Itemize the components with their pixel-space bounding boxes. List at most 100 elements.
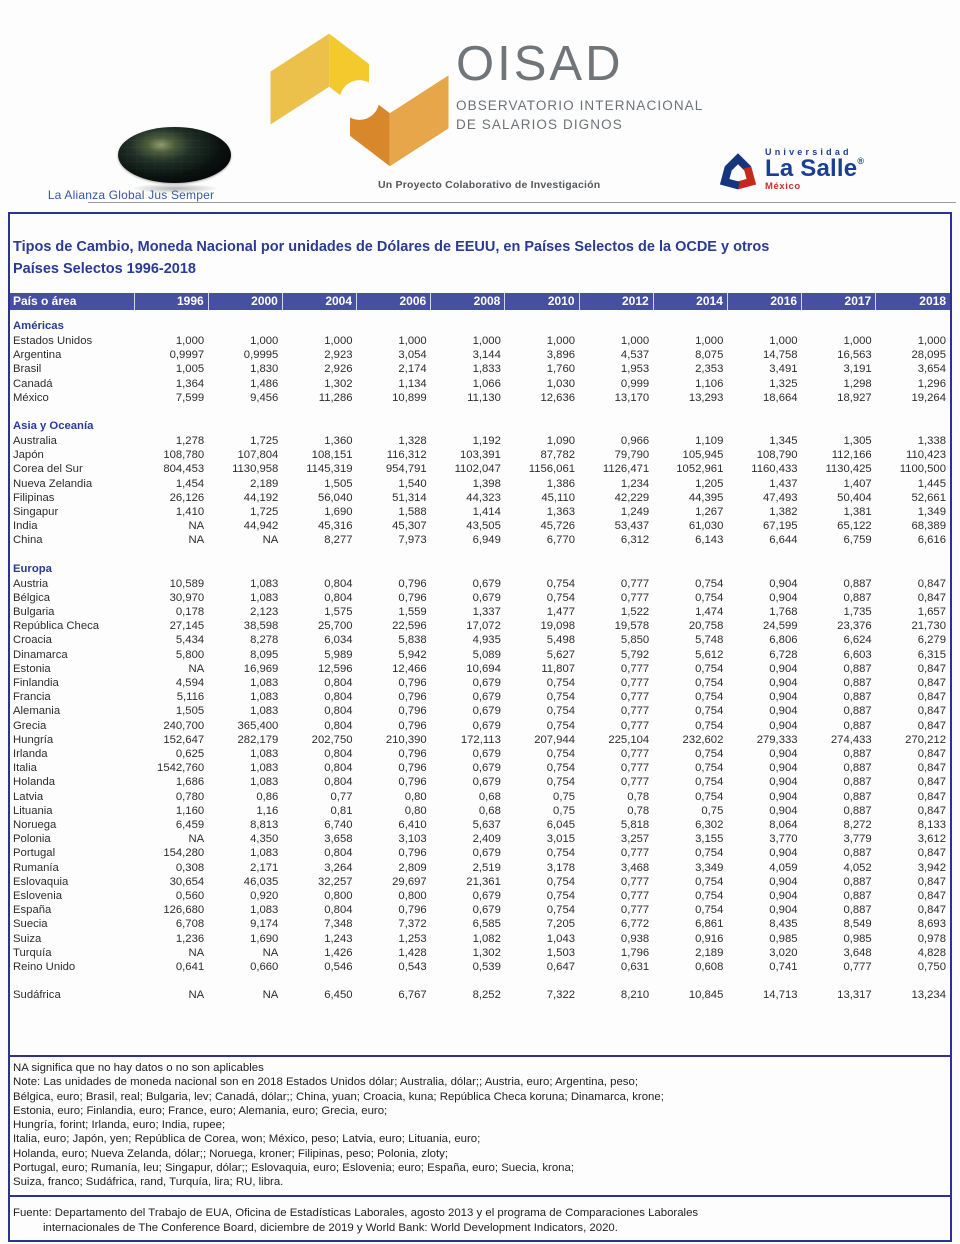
value-cell: 6,045: [546, 819, 576, 832]
value-cell: 0,887: [843, 577, 872, 590]
table-row: Nueva Zelandia 1,454 2,189 1,505 1,540 1,398 1…: [10, 477, 950, 491]
table-row: Holanda 1,686 1,083 0,804 0,796 0,679 0,754 0,7…: [10, 775, 950, 789]
value-cell: 0,887: [843, 847, 872, 860]
value-cell: 3,658: [324, 833, 353, 846]
value-cell: NA: [188, 662, 205, 675]
value-cell: 0,754: [546, 677, 576, 689]
spacer-row: [10, 974, 950, 988]
country-cell: Estonia: [13, 662, 51, 675]
value-cell: 6,315: [917, 648, 946, 661]
note-line: Estonia, euro; Finlandia, euro; France, …: [13, 1104, 388, 1117]
table-row: Rumanía 0,308 2,171 3,264 2,809 2,519 3,178 3,4…: [10, 861, 950, 875]
value-cell: 202,750: [311, 733, 353, 746]
value-cell: 44,395: [688, 491, 724, 504]
value-cell: 0,796: [398, 691, 427, 704]
value-cell: NA: [188, 534, 205, 547]
table-row: Grecia 240,700 365,400 0,804 0,796 0,679 0,754…: [10, 719, 950, 733]
value-cell: 1,410: [175, 505, 205, 518]
value-cell: 3,257: [620, 833, 650, 846]
value-cell: 30,970: [169, 591, 205, 604]
value-cell: 0,887: [843, 904, 872, 917]
value-cell: 8,095: [250, 648, 279, 661]
value-cell: 5,989: [324, 648, 353, 661]
value-cell: 0,804: [324, 705, 353, 718]
value-cell: 44,323: [466, 491, 501, 504]
col-header-year: 2012: [579, 292, 654, 310]
value-cell: 1,522: [620, 605, 650, 618]
oisad-wordmark: OISAD OBSERVATORIO INTERNACIONAL DE SALA…: [456, 40, 703, 133]
value-cell: 0,777: [620, 875, 650, 888]
value-cell: 10,589: [169, 577, 205, 590]
value-cell: 0,546: [324, 961, 353, 974]
value-cell: 1,253: [398, 932, 427, 945]
value-cell: 56,040: [317, 491, 353, 504]
table-row: Reino Unido 0,641 0,660 0,546 0,543 0,539 0,64…: [10, 960, 950, 974]
country-cell: Austria: [13, 577, 49, 590]
value-cell: 1052,961: [676, 463, 724, 476]
value-cell: 0,80: [404, 804, 427, 817]
value-cell: 0,679: [472, 691, 501, 704]
spacer-row: [10, 548, 950, 562]
value-cell: 47,493: [762, 491, 798, 504]
table-header-row: País o área 1996 2000 2004 2006 2008 2010 2012 2…: [10, 292, 950, 310]
col-header-year: 2016: [727, 292, 803, 310]
value-cell: 0,796: [398, 577, 427, 590]
value-cell: 1,338: [917, 434, 946, 447]
value-cell: 13,317: [837, 989, 872, 1002]
table-row: Irlanda 0,625 1,083 0,804 0,796 0,679 0,754 0,7…: [10, 747, 950, 761]
country-cell: Lituania: [13, 804, 53, 817]
value-cell: 1,690: [324, 505, 353, 518]
value-cell: 5,498: [546, 634, 576, 647]
value-cell: 1,236: [175, 932, 205, 945]
value-cell: 282,179: [237, 733, 279, 746]
value-cell: 1,382: [769, 505, 798, 518]
value-cell: 0,777: [620, 847, 650, 860]
country-cell: Croacia: [13, 634, 52, 647]
value-cell: 8,075: [695, 349, 724, 362]
value-cell: 954,791: [385, 463, 427, 476]
section-header-row: Europa: [10, 562, 950, 577]
value-cell: 207,944: [534, 733, 576, 746]
value-cell: 43,505: [466, 520, 501, 533]
value-cell: 1,267: [695, 505, 724, 518]
value-cell: 1,735: [843, 605, 872, 618]
value-cell: 225,104: [608, 733, 650, 746]
value-cell: 0,679: [472, 776, 501, 789]
value-cell: 5,748: [695, 634, 724, 647]
section-header-row: Américas: [10, 319, 950, 334]
value-cell: 9,456: [250, 391, 279, 404]
value-cell: 1,381: [843, 505, 872, 518]
value-cell: 5,116: [176, 691, 205, 704]
value-cell: 10,899: [392, 391, 427, 404]
value-cell: 1,066: [472, 377, 501, 390]
country-cell: Finlandia: [13, 677, 59, 689]
value-cell: 1,349: [917, 505, 946, 518]
value-cell: 0,904: [769, 847, 798, 860]
value-cell: 7,599: [175, 391, 205, 404]
value-cell: 1,302: [324, 377, 353, 390]
globe-shadow: [133, 184, 217, 193]
value-cell: 210,390: [385, 733, 427, 746]
value-cell: 0,887: [843, 705, 872, 718]
spacer-cell: [10, 548, 950, 562]
value-cell: 8,278: [250, 634, 279, 647]
value-cell: 6,624: [843, 634, 872, 647]
value-cell: 7,372: [398, 918, 427, 931]
value-cell: 2,189: [695, 946, 724, 959]
value-cell: 6,759: [843, 534, 872, 547]
value-cell: 13,234: [911, 989, 946, 1002]
value-cell: 6,740: [324, 819, 353, 832]
value-cell: 2,519: [472, 861, 501, 874]
value-cell: 0,608: [695, 961, 724, 974]
value-cell: 0,754: [546, 577, 576, 590]
country-cell: Polonia: [13, 833, 51, 846]
value-cell: 25,700: [317, 620, 353, 633]
value-cell: 0,754: [546, 904, 576, 917]
value-cell: 0,804: [324, 577, 353, 590]
table-row: Croacia 5,434 8,278 6,034 5,838 4,935 5,498 5,8…: [10, 633, 950, 647]
value-cell: 1,16: [256, 804, 279, 817]
table-row: Argentina 0,9997 0,9995 2,923 3,054 3,144 3,89…: [10, 348, 950, 362]
table-row: Polonia NA 4,350 3,658 3,103 2,409 3,015 3,257 3…: [10, 832, 950, 846]
value-cell: 3,648: [843, 946, 872, 959]
section-label: Europa: [13, 562, 52, 575]
